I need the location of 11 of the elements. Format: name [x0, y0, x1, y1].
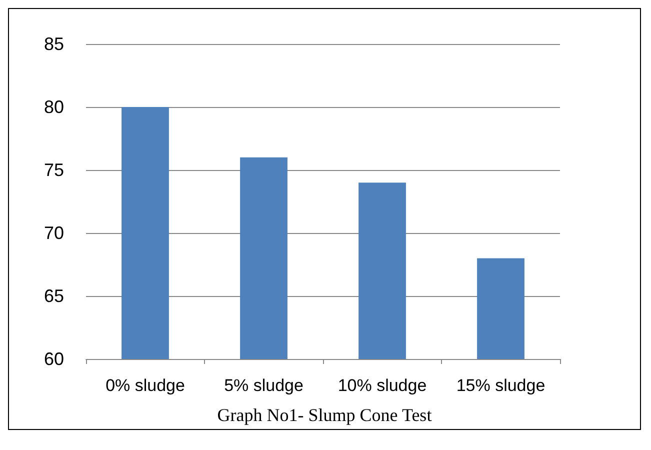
y-tick-label: 85 [44, 34, 64, 54]
y-tick-label: 75 [44, 160, 64, 180]
x-tick-label: 0% sludge [106, 376, 185, 395]
y-tick-label: 70 [44, 223, 64, 243]
x-tick-label: 5% sludge [224, 376, 304, 395]
text: Graph No1- Slump Cone Test [217, 405, 432, 425]
x-tick-label: 15% sludge [456, 376, 546, 395]
y-tick-label: 65 [44, 286, 64, 306]
y-tick-label: 60 [44, 349, 64, 369]
x-tick-label: 10% sludge [338, 376, 427, 395]
y-tick-label: 80 [44, 97, 64, 117]
